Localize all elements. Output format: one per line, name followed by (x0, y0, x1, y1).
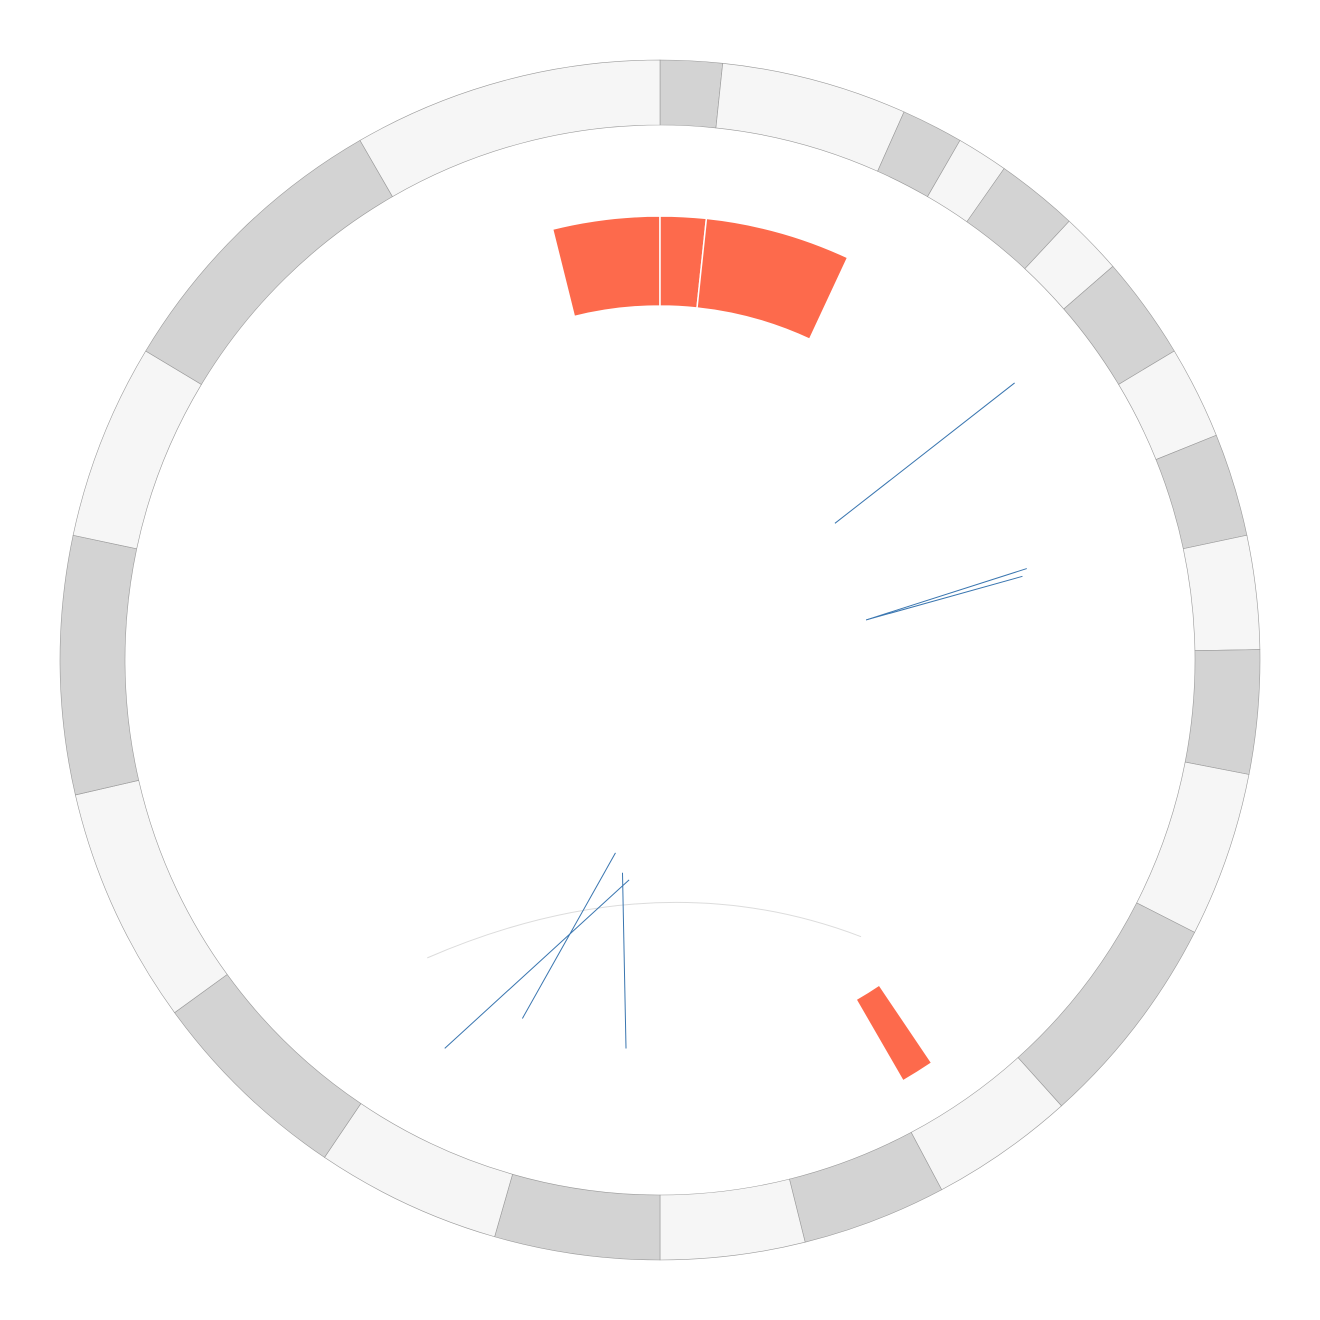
highlight-block-1 (551, 215, 661, 318)
ideogram-segment-10 (1182, 534, 1261, 651)
ideogram-segment-11 (1184, 649, 1261, 775)
ideogram-segment-22 (72, 350, 202, 550)
arc-line (427, 901, 862, 959)
link-4 (444, 879, 630, 1049)
ideogram-segment-24 (359, 59, 661, 198)
link-2 (866, 575, 1023, 621)
ideogram-segment-19 (174, 974, 362, 1158)
link-1 (834, 382, 1015, 524)
ideogram-segment-12 (1136, 761, 1250, 933)
arc-track (427, 901, 862, 959)
ideogram-segment-1 (659, 59, 724, 129)
ideogram-segment-18 (324, 1103, 513, 1238)
link-6 (621, 872, 627, 1049)
link-5 (521, 852, 616, 1019)
highlight-track (551, 215, 933, 1082)
link-3 (865, 568, 1027, 621)
ideogram-segment-21 (59, 534, 140, 796)
ideogram-segment-20 (75, 779, 228, 1014)
link-track (444, 382, 1027, 1049)
ideogram-ring (59, 59, 1261, 1261)
highlight-block-3 (696, 217, 849, 341)
ideogram-segment-23 (145, 139, 393, 385)
ideogram-segment-13 (1017, 902, 1196, 1107)
ideogram-segment-17 (494, 1173, 661, 1261)
ideogram-segment-2 (715, 62, 905, 172)
highlight-block-4 (854, 983, 933, 1082)
ideogram-segment-15 (789, 1131, 943, 1243)
ideogram-segment-16 (659, 1178, 806, 1261)
